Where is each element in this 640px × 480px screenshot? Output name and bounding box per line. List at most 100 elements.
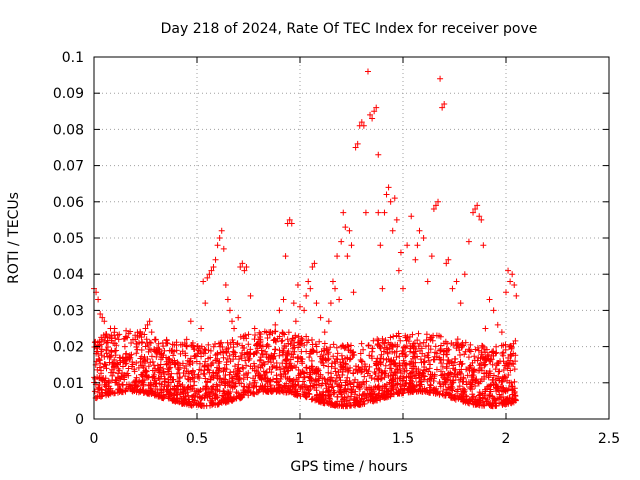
data-point (240, 333, 247, 340)
data-point (502, 374, 509, 381)
data-point (127, 328, 134, 335)
data-point (237, 353, 244, 360)
data-point (186, 398, 193, 405)
data-point (142, 369, 149, 376)
data-point (137, 386, 144, 393)
data-point (313, 381, 320, 388)
data-point (315, 367, 322, 374)
data-point (313, 387, 320, 394)
data-point (420, 339, 427, 346)
data-point (111, 362, 118, 369)
data-point (280, 330, 287, 337)
data-point (308, 363, 315, 370)
data-point (465, 238, 472, 245)
data-point (236, 368, 243, 375)
data-point (297, 303, 303, 310)
data-point (394, 381, 401, 388)
data-point (303, 339, 310, 346)
data-point (107, 388, 114, 395)
data-point (401, 343, 408, 350)
data-point (357, 350, 364, 357)
data-point (279, 329, 286, 336)
data-point (169, 395, 176, 402)
data-point (405, 373, 412, 380)
data-point (512, 397, 519, 404)
data-point (269, 330, 276, 337)
data-point (176, 380, 183, 387)
data-point (503, 386, 510, 393)
data-point (475, 392, 482, 399)
data-point (453, 339, 460, 346)
data-point (96, 342, 103, 349)
data-point (445, 256, 452, 263)
data-point (102, 334, 109, 341)
grid-lines (94, 57, 609, 419)
data-point (322, 356, 329, 363)
data-point (400, 285, 406, 292)
data-point (279, 337, 286, 344)
data-point (109, 377, 116, 384)
data-point (437, 347, 444, 354)
data-point (417, 369, 424, 376)
data-point (387, 198, 394, 205)
data-point (325, 392, 332, 399)
data-point (397, 337, 404, 344)
data-point (387, 387, 394, 394)
data-point (504, 377, 511, 384)
data-point (227, 341, 234, 348)
data-point (344, 354, 351, 361)
data-point (408, 213, 415, 220)
data-point (200, 278, 207, 285)
data-point (380, 348, 387, 355)
data-point (122, 388, 129, 395)
data-point (201, 346, 208, 353)
data-point (283, 356, 290, 363)
data-point (427, 346, 434, 353)
data-point (361, 373, 368, 380)
data-point (258, 347, 265, 354)
data-point (220, 393, 227, 400)
data-point (421, 358, 428, 365)
data-point (469, 377, 476, 384)
data-point (511, 378, 518, 385)
data-point (511, 366, 518, 373)
data-point (475, 347, 482, 354)
data-point (138, 353, 145, 360)
data-point (337, 377, 344, 384)
data-point (481, 362, 488, 369)
data-point (412, 359, 419, 366)
data-point (112, 352, 119, 359)
data-point (229, 384, 236, 391)
data-point (397, 249, 404, 256)
data-point (251, 391, 258, 398)
data-point (111, 340, 118, 347)
data-point (101, 338, 108, 345)
data-point (191, 378, 198, 385)
data-point (320, 362, 327, 369)
data-point (209, 400, 216, 407)
data-point (389, 227, 396, 234)
data-point (111, 329, 118, 336)
data-point (114, 382, 121, 389)
data-point (506, 343, 513, 350)
data-point (108, 352, 115, 359)
data-point (148, 329, 155, 336)
data-point (198, 353, 205, 360)
data-point (424, 278, 431, 285)
data-point (390, 333, 397, 340)
data-point (91, 339, 98, 346)
data-point (272, 328, 279, 335)
data-point (410, 344, 417, 351)
data-point (115, 336, 122, 343)
data-point (384, 350, 391, 357)
data-point (204, 274, 211, 281)
data-point (476, 398, 483, 405)
data-point (217, 340, 224, 347)
data-point (371, 369, 378, 376)
data-point (432, 343, 439, 350)
data-point (446, 385, 453, 392)
data-point (98, 348, 105, 355)
data-point (241, 383, 248, 390)
data-point (124, 370, 131, 377)
data-point (189, 359, 196, 366)
